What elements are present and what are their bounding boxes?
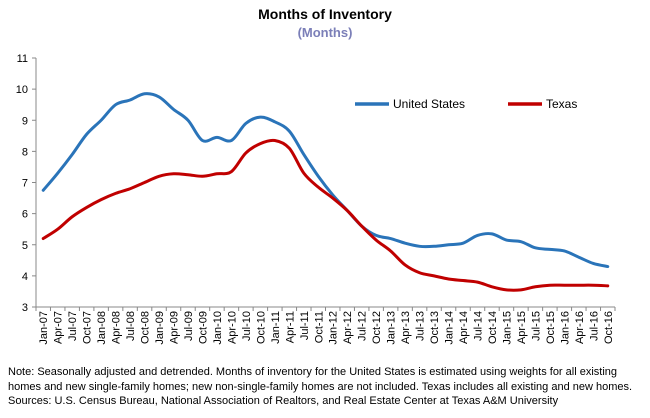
x-tick-label: Apr-13	[400, 311, 412, 344]
y-tick-label: 7	[22, 178, 28, 190]
x-tick-label: Jul-14	[472, 311, 484, 341]
x-tick-label: Jul-11	[299, 311, 311, 340]
series-line-united-states	[41, 92, 610, 269]
x-tick-label: Apr-12	[342, 311, 354, 344]
y-tick-label: 10	[16, 84, 28, 96]
x-tick-label: Jul-09	[183, 311, 195, 341]
y-tick-label: 5	[22, 240, 28, 252]
series-line-texas	[41, 138, 610, 292]
x-tick-label: Jan-14	[444, 311, 456, 345]
x-tick-label: Oct-11	[313, 311, 325, 343]
x-tick-label: Oct-10	[255, 311, 267, 344]
x-tick-label: Jan-08	[96, 311, 108, 345]
x-tick-label: Jul-12	[357, 311, 369, 341]
y-tick-label: 3	[22, 302, 28, 314]
x-tick-label: Jul-08	[125, 311, 137, 341]
footnote-line: homes and new single-family homes; new n…	[8, 380, 633, 393]
x-tick-label: Jul-15	[530, 311, 542, 341]
x-tick-label: Oct-12	[371, 311, 383, 344]
x-tick-label: Jan-15	[501, 311, 513, 345]
y-tick-label: 11	[17, 53, 28, 65]
x-tick-label: Jan-16	[559, 311, 571, 345]
x-tick-label: Oct-14	[487, 311, 499, 344]
x-tick-label: Jan-11	[270, 311, 282, 344]
footnote-line: Note: Seasonally adjusted and detrended.…	[8, 366, 618, 378]
x-tick-label: Jul-10	[241, 311, 253, 341]
x-tick-label: Oct-15	[545, 311, 557, 344]
x-tick-label: Jul-07	[67, 311, 79, 341]
x-tick-label: Jan-12	[328, 311, 340, 345]
x-tick-label: Oct-09	[197, 311, 209, 344]
x-tick-label: Apr-11	[284, 311, 296, 343]
x-tick-label: Jan-07	[38, 311, 50, 345]
legend: United States Texas	[355, 97, 577, 111]
x-tick-label: Jul-16	[588, 311, 600, 341]
x-tick-label: Apr-09	[169, 311, 181, 344]
x-tick-label: Jan-13	[386, 311, 398, 345]
x-tick-label: Apr-15	[516, 311, 528, 344]
series-lines	[41, 92, 610, 292]
x-tick-label: Apr-08	[111, 311, 123, 344]
chart-title: Months of Inventory	[258, 6, 392, 22]
x-tick-label: Oct-07	[82, 311, 94, 344]
y-tick-label: 9	[22, 115, 28, 127]
x-tick-label: Oct-08	[140, 311, 152, 344]
x-tick-label: Jul-13	[415, 311, 427, 341]
footnote: Note: Seasonally adjusted and detrended.…	[8, 365, 648, 409]
y-tick-label: 6	[22, 209, 28, 221]
chart-subtitle: (Months)	[297, 25, 353, 40]
x-tick-label: Jan-09	[154, 311, 166, 345]
x-tick-label: Jan-10	[212, 311, 224, 345]
x-tick-label: Apr-10	[226, 311, 238, 344]
x-tick-label: Oct-13	[429, 311, 441, 344]
x-tick-label: Apr-07	[53, 311, 65, 344]
x-tick-label: Oct-16	[603, 311, 615, 344]
x-tick-label: Apr-14	[458, 311, 470, 344]
sources-line: Sources: U.S. Census Bureau, National As…	[8, 395, 559, 407]
y-tick-label: 4	[22, 271, 28, 283]
x-tick-label: Apr-16	[574, 311, 586, 344]
legend-label-texas: Texas	[546, 97, 577, 111]
y-tick-label: 8	[22, 146, 28, 158]
legend-label-united-states: United States	[393, 97, 465, 111]
